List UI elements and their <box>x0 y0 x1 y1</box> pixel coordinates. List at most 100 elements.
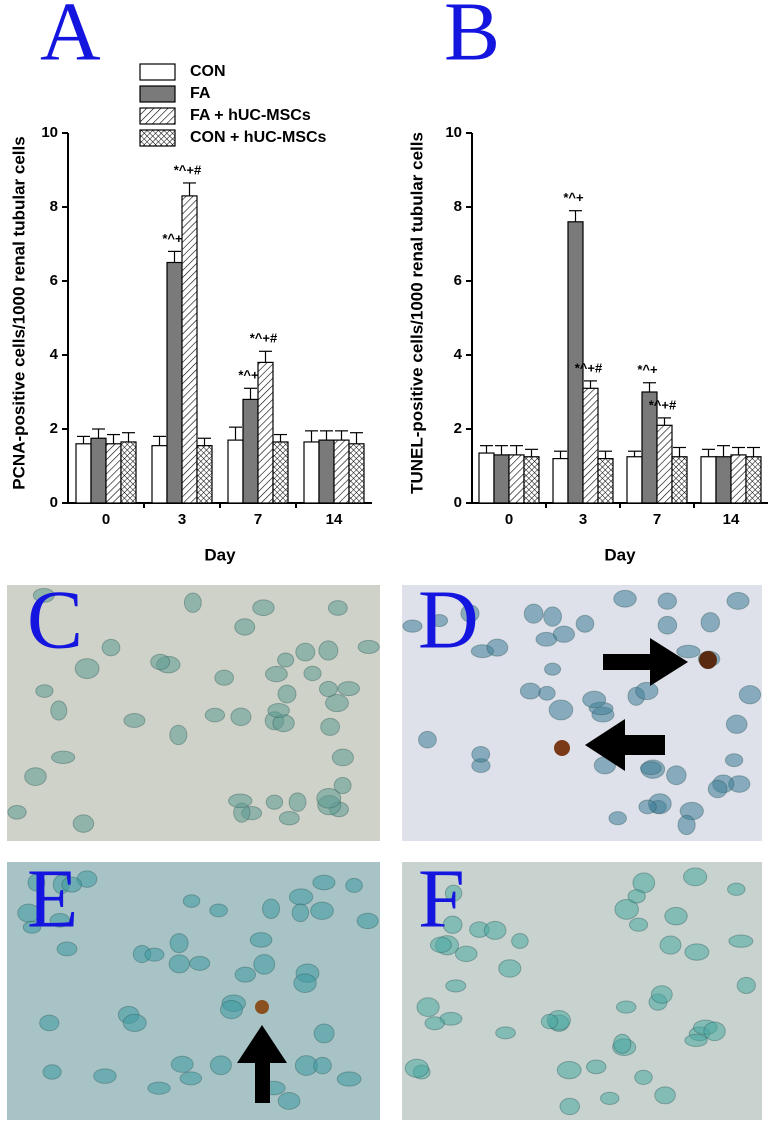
nucleus <box>725 714 748 734</box>
nucleus <box>402 619 423 633</box>
nucleus <box>544 662 562 676</box>
x-axis-label: Day <box>204 545 236 564</box>
y-tick-label: 6 <box>454 272 462 289</box>
nucleus <box>333 776 352 795</box>
legend-swatch <box>139 129 176 147</box>
nucleus <box>519 682 541 700</box>
nucleus <box>316 787 342 809</box>
nucleus <box>331 748 354 767</box>
nucleus <box>638 799 657 815</box>
nucleus <box>204 707 226 723</box>
arrow <box>237 1025 287 1103</box>
panel-label: C <box>27 573 83 666</box>
bar <box>671 456 688 504</box>
nucleus <box>337 681 361 697</box>
panel-label: E <box>27 852 78 945</box>
nucleus <box>635 681 659 701</box>
nucleus <box>93 1068 117 1084</box>
bar <box>181 195 198 504</box>
nucleus <box>483 920 507 940</box>
apoptotic-nucleus <box>554 740 570 756</box>
annotation: *^+ <box>238 368 259 383</box>
x-tick-label: 0 <box>505 511 513 528</box>
nucleus <box>249 932 273 948</box>
bar <box>745 456 762 504</box>
nucleus <box>234 618 256 636</box>
nucleus <box>303 665 322 682</box>
nucleus <box>703 1021 726 1042</box>
nucleus <box>168 954 190 974</box>
nucleus <box>27 873 46 892</box>
bar <box>227 439 244 504</box>
bar <box>303 441 320 504</box>
bar <box>730 454 747 504</box>
bar <box>715 456 732 504</box>
nucleus <box>538 685 556 701</box>
nucleus <box>262 898 281 920</box>
legend-label: CON + hUC-MSCs <box>190 129 327 146</box>
x-tick-label: 14 <box>723 511 740 528</box>
nucleus <box>209 1055 232 1076</box>
legend-swatch <box>139 107 176 125</box>
nucleus <box>639 761 662 776</box>
bar <box>257 361 274 504</box>
nucleus <box>327 600 348 616</box>
nucleus <box>144 947 165 962</box>
nucleus <box>430 614 449 628</box>
y-tick-label: 10 <box>41 124 58 141</box>
nucleus <box>72 814 95 833</box>
bar <box>493 454 510 504</box>
nucleus <box>454 945 478 963</box>
nucleus <box>50 700 68 721</box>
y-tick-label: 8 <box>454 198 462 215</box>
nucleus <box>724 753 744 768</box>
y-axis-label: PCNA-positive cells/1000 renal tubular c… <box>9 136 28 489</box>
nucleus <box>424 1016 445 1031</box>
nucleus <box>42 1064 62 1080</box>
nucleus <box>666 765 687 786</box>
nucleus <box>267 703 290 718</box>
nucleus <box>738 685 762 705</box>
nucleus <box>61 876 83 893</box>
nucleus <box>169 933 189 954</box>
nucleus <box>277 1092 301 1110</box>
nucleus <box>511 933 529 949</box>
nucleus <box>230 707 252 727</box>
nucleus <box>288 792 307 812</box>
nucleus <box>312 874 336 891</box>
apoptotic-nucleus <box>699 651 717 669</box>
nucleus <box>444 884 463 902</box>
bar <box>552 458 569 504</box>
nucleus <box>664 906 688 926</box>
bar <box>656 424 673 504</box>
nucleus <box>74 658 100 680</box>
nucleus <box>495 1026 516 1040</box>
nucleus <box>56 941 78 957</box>
nucleus <box>416 997 440 1017</box>
nucleus <box>486 638 509 657</box>
bar <box>242 398 259 504</box>
y-axis-label: TUNEL-positive cells/1000 renal tubular … <box>407 132 426 494</box>
y-tick-label: 0 <box>454 494 462 511</box>
nucleus <box>684 943 710 961</box>
nucleus <box>707 779 728 799</box>
nucleus <box>736 976 756 995</box>
y-tick-label: 2 <box>50 420 58 437</box>
nucleus <box>49 912 71 928</box>
bar <box>75 443 92 504</box>
nucleus <box>234 966 256 983</box>
nucleus <box>614 898 639 920</box>
nucleus <box>209 903 228 918</box>
nucleus <box>471 745 491 763</box>
bar <box>272 441 289 504</box>
nucleus <box>345 877 363 893</box>
nucleus <box>657 592 677 610</box>
bar <box>166 261 183 504</box>
nucleus <box>228 793 253 809</box>
nucleus <box>654 1086 676 1105</box>
nucleus <box>252 599 275 617</box>
nucleus <box>39 1014 60 1032</box>
nucleus <box>313 1056 332 1075</box>
nucleus <box>445 979 467 993</box>
